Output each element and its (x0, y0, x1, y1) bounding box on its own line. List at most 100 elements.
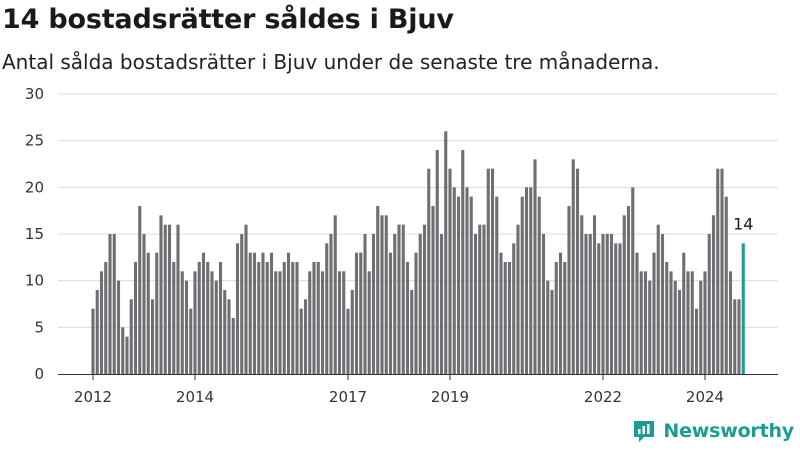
x-tick-label: 2022 (584, 388, 622, 406)
bar (176, 224, 180, 374)
bar (129, 299, 133, 374)
bar (227, 299, 231, 374)
bar (320, 271, 325, 374)
bar (295, 262, 299, 374)
bar (699, 280, 703, 374)
bar (507, 262, 512, 374)
y-tick-label: 5 (34, 318, 44, 336)
bar (639, 271, 643, 374)
bar (733, 299, 737, 374)
bar (622, 215, 626, 374)
bar (172, 262, 176, 374)
bar (325, 243, 329, 374)
bar (537, 196, 541, 374)
bar (214, 280, 218, 374)
bar (439, 234, 444, 374)
bar-highlight (741, 243, 745, 374)
bar (401, 224, 405, 374)
bar (299, 308, 303, 374)
bar (656, 224, 660, 374)
bar (567, 206, 571, 374)
bar (265, 262, 269, 374)
bar (231, 318, 235, 374)
bar (244, 224, 248, 374)
y-tick-label: 25 (25, 132, 44, 150)
bar (643, 271, 648, 374)
bar (448, 168, 452, 374)
bar (516, 224, 520, 374)
bar (524, 187, 529, 374)
x-tick-label: 2012 (74, 388, 112, 406)
bar (533, 159, 537, 374)
bar (546, 280, 550, 374)
bar (384, 215, 388, 374)
bar (359, 252, 363, 374)
x-tick-label: 2014 (176, 388, 214, 406)
bar (452, 187, 456, 374)
bar (91, 308, 95, 374)
bar (397, 224, 401, 374)
bar (159, 215, 163, 374)
bar (444, 131, 448, 374)
bar (371, 234, 376, 374)
bar (210, 271, 214, 374)
bar (180, 271, 184, 374)
bar (104, 262, 108, 374)
x-tick-label: 2024 (686, 388, 724, 406)
y-axis-ticks: 0 5 10 15 20 25 30 (25, 85, 44, 383)
bar (337, 271, 342, 374)
bar (197, 262, 201, 374)
bar (707, 234, 711, 374)
bar (138, 206, 142, 374)
bar (248, 252, 252, 374)
bar (422, 224, 427, 374)
bar (189, 308, 193, 374)
y-tick-label: 10 (25, 272, 44, 290)
bar (269, 252, 274, 374)
bar (333, 215, 337, 374)
bar (291, 262, 295, 374)
bar (550, 290, 554, 374)
bar (597, 243, 601, 374)
bar (218, 262, 223, 374)
bar (571, 159, 575, 374)
bar (635, 252, 639, 374)
bar (469, 196, 473, 374)
bar (461, 150, 465, 374)
bar (329, 234, 333, 374)
bar (682, 252, 686, 374)
bar (618, 243, 622, 374)
bar (146, 252, 150, 374)
bar (427, 168, 431, 374)
bar (257, 262, 261, 374)
brand-logo[interactable]: Newsworthy (631, 418, 794, 444)
bar (112, 234, 116, 374)
bar (346, 308, 350, 374)
x-tick-label: 2019 (431, 388, 469, 406)
bar (316, 262, 320, 374)
bar (512, 243, 516, 374)
bar (686, 271, 690, 374)
bar (473, 234, 478, 374)
x-axis: 2012 2014 2017 2019 2022 2024 (58, 374, 778, 406)
bar (418, 234, 422, 374)
bar (490, 168, 495, 374)
bar (575, 168, 580, 374)
bar (690, 271, 694, 374)
bar (677, 290, 682, 374)
bar (554, 262, 558, 374)
bar (99, 271, 104, 374)
bar (614, 243, 618, 374)
bar (350, 290, 354, 374)
last-value-label: 14 (733, 214, 753, 233)
bar (342, 271, 346, 374)
bar (240, 234, 244, 374)
bar (282, 262, 286, 374)
bar (308, 271, 312, 374)
bar (495, 196, 499, 374)
bar (486, 168, 490, 374)
bar (108, 234, 112, 374)
bar (223, 290, 227, 374)
y-tick-label: 30 (25, 85, 44, 103)
